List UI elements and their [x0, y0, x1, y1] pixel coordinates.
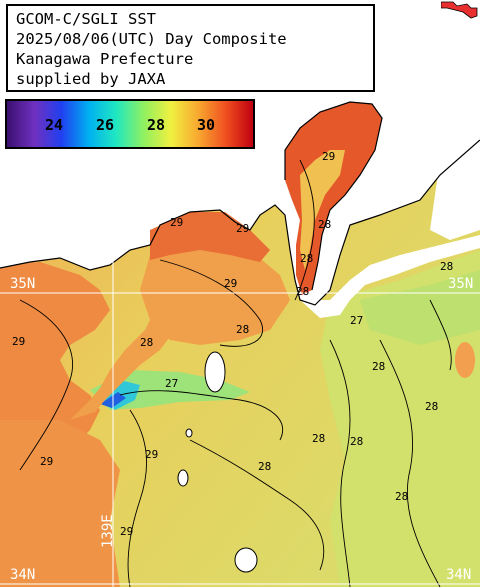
lat-label-35n-east: 35N — [448, 276, 474, 292]
isotherm-line — [329, 339, 351, 587]
cooler-sea-patch — [360, 270, 480, 345]
sst-legend: 24 26 28 30 — [5, 99, 255, 149]
isotherm-labels: 29 28 28 28 29 29 29 28 28 29 27 27 28 2… — [12, 150, 453, 538]
inset-map — [440, 0, 480, 22]
isotherm-line — [429, 299, 452, 371]
isotherm-label: 29 — [145, 448, 158, 461]
isotherm-label: 29 — [236, 222, 249, 235]
island-oshima — [204, 351, 226, 393]
legend-tick: 30 — [197, 116, 216, 134]
isotherm-label: 29 — [322, 150, 335, 163]
title-line: 2025/08/06(UTC) Day Composite — [16, 30, 287, 48]
isotherm-label: 28 — [425, 400, 438, 413]
isotherm-line — [379, 339, 441, 587]
isotherm-line — [189, 439, 325, 571]
isotherm-label: 28 — [440, 260, 453, 273]
isotherm-line — [119, 390, 283, 441]
isotherm-label: 28 — [296, 285, 309, 298]
isotherm-label: 28 — [300, 252, 313, 265]
isotherm-label: 28 — [395, 490, 408, 503]
isotherm-line — [19, 299, 73, 471]
island-small — [185, 428, 193, 438]
isotherm-label: 28 — [140, 336, 153, 349]
land-boso — [430, 130, 480, 240]
isotherm-label: 28 — [312, 432, 325, 445]
land-izu — [70, 280, 180, 420]
legend-tick: 28 — [147, 116, 166, 134]
isotherm-label: 27 — [350, 314, 363, 327]
isotherm-label: 29 — [40, 455, 53, 468]
title-line: GCOM-C/SGLI SST — [16, 10, 156, 28]
warm-sea-southwest — [0, 420, 120, 587]
tokyo-bay-inner — [300, 150, 345, 270]
inset-coast — [440, 1, 478, 19]
isotherm-line — [159, 259, 263, 347]
isotherm-label: 28 — [350, 435, 363, 448]
isotherm-label: 28 — [318, 218, 331, 231]
land-east-peninsula — [300, 235, 480, 318]
isotherm-label: 28 — [372, 360, 385, 373]
coastline-tokyo-bay — [284, 101, 383, 291]
lat-label-34n: 34N — [10, 567, 36, 583]
isotherm-label: 27 — [165, 377, 178, 390]
isotherm-line — [294, 159, 315, 301]
lat-label-35n: 35N — [10, 276, 36, 292]
legend-tick: 26 — [96, 116, 115, 134]
title-box: GCOM-C/SGLI SST 2025/08/06(UTC) Day Comp… — [6, 4, 375, 92]
lat-label-34n-east: 34N — [446, 567, 472, 583]
isotherm-label: 28 — [258, 460, 271, 473]
title-line: supplied by JAXA — [16, 70, 166, 88]
isotherm-label: 29 — [120, 525, 133, 538]
legend-tick: 24 — [45, 116, 64, 134]
island-niijima — [234, 547, 258, 573]
island-toshima — [177, 469, 189, 487]
isotherm-label: 29 — [12, 335, 25, 348]
title-line: Kanagawa Prefecture — [16, 50, 194, 68]
isotherm-line — [127, 409, 148, 587]
island-east — [455, 342, 475, 378]
isotherm-label: 28 — [236, 323, 249, 336]
legend-colorbar — [7, 101, 253, 147]
lon-label-139e: 139E — [100, 514, 116, 548]
isotherm-label: 29 — [170, 216, 183, 229]
isotherm-label: 29 — [224, 277, 237, 290]
